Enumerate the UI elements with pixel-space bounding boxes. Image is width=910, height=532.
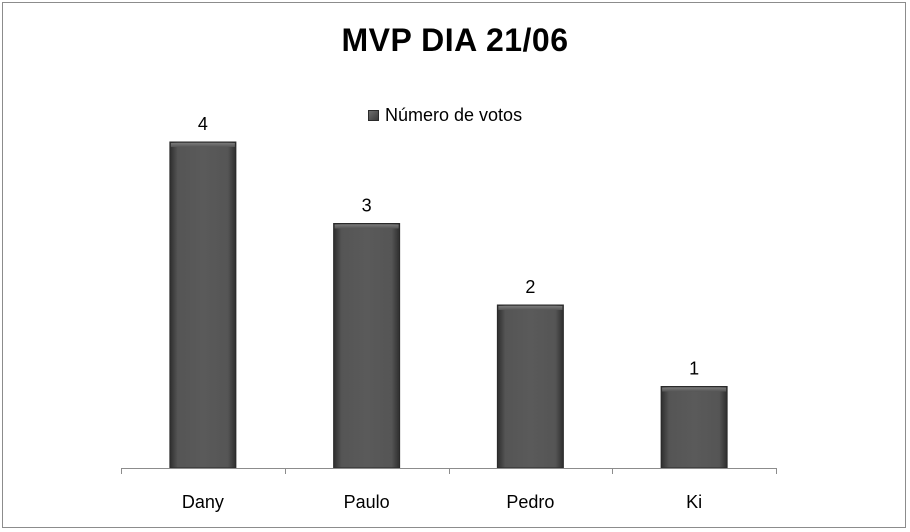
legend-label: Número de votos	[385, 104, 523, 125]
bar-paulo	[333, 223, 401, 469]
chart-title: MVP DIA 21/06	[341, 22, 569, 58]
bar-bevel	[170, 143, 235, 147]
bar-bevel	[498, 306, 563, 310]
data-label: 1	[689, 359, 699, 379]
category-label: Pedro	[506, 492, 554, 512]
bar-bevel	[662, 387, 727, 392]
legend: Número de votos	[368, 104, 522, 126]
data-label: 4	[198, 114, 208, 134]
category-label: Dany	[182, 492, 224, 512]
data-label: 2	[525, 277, 535, 297]
bar-pedro	[496, 304, 564, 469]
bar-ki	[660, 386, 728, 469]
category-label: Ki	[686, 492, 702, 512]
bar-bevel	[334, 224, 399, 229]
category-label: Paulo	[344, 492, 390, 512]
bar-dany	[169, 141, 237, 469]
legend-swatch	[368, 109, 379, 121]
data-label: 3	[362, 196, 372, 216]
